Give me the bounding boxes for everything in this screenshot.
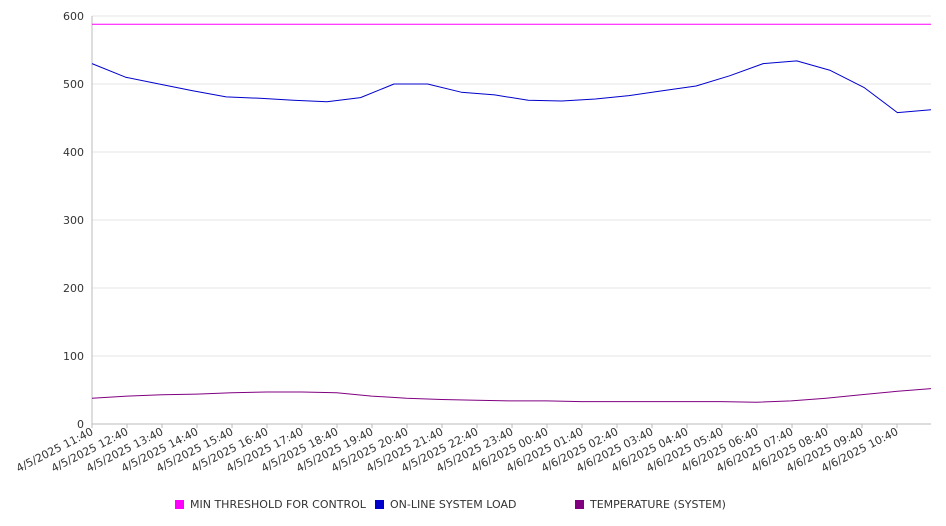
legend-swatch-temperature bbox=[575, 500, 584, 509]
gridlines bbox=[92, 15, 931, 425]
legend-swatch-system-load bbox=[375, 500, 384, 509]
series-layer bbox=[91, 23, 932, 403]
series-line-2 bbox=[91, 388, 932, 403]
y-tick-label: 500 bbox=[63, 78, 84, 91]
legend-item-system-load[interactable]: ON-LINE SYSTEM LOAD bbox=[375, 498, 516, 511]
y-tick-label: 200 bbox=[63, 282, 84, 295]
legend-item-min-threshold[interactable]: MIN THRESHOLD FOR CONTROL bbox=[175, 498, 366, 511]
y-tick-label: 100 bbox=[63, 350, 84, 363]
y-tick-label: 0 bbox=[77, 418, 84, 431]
legend-label-system-load: ON-LINE SYSTEM LOAD bbox=[390, 498, 517, 511]
y-tick-label: 300 bbox=[63, 214, 84, 227]
legend-item-temperature[interactable]: TEMPERATURE (SYSTEM) bbox=[575, 498, 726, 511]
legend-label-min-threshold: MIN THRESHOLD FOR CONTROL bbox=[190, 498, 366, 511]
y-tick-label: 400 bbox=[63, 146, 84, 159]
legend-swatch-min-threshold bbox=[175, 500, 184, 509]
series-line-1 bbox=[91, 60, 932, 114]
x-axis: 4/5/2025 11:404/5/2025 12:404/5/2025 13:… bbox=[14, 423, 931, 475]
y-tick-label: 600 bbox=[63, 10, 84, 23]
legend-label-temperature: TEMPERATURE (SYSTEM) bbox=[590, 498, 726, 511]
legend: MIN THRESHOLD FOR CONTROL ON-LINE SYSTEM… bbox=[0, 498, 946, 516]
y-axis: 0 100 200 300 400 500 600 bbox=[63, 10, 93, 431]
